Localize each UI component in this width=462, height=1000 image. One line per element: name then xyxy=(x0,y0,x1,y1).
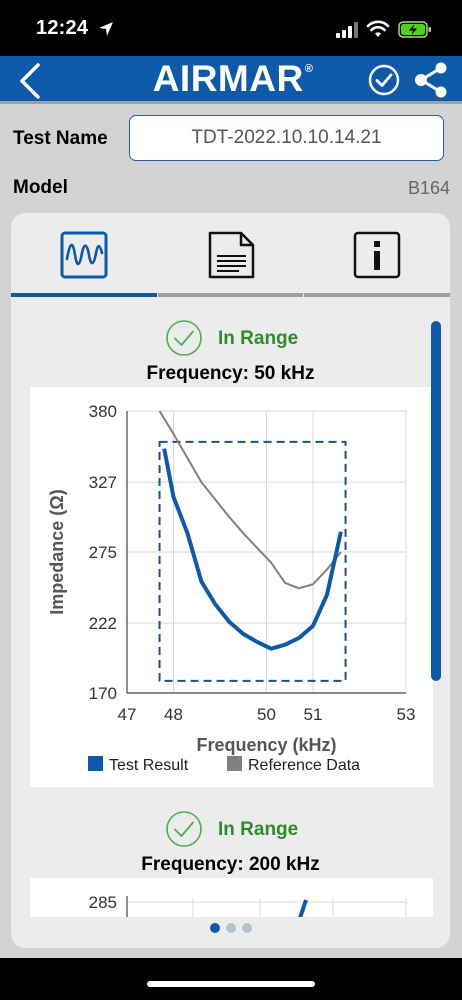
brand-name: AIRMAR xyxy=(152,58,304,99)
home-area xyxy=(0,958,462,1000)
registered-mark: ® xyxy=(304,63,314,75)
test-name-input[interactable]: TDT-2022.10.10.14.21 xyxy=(129,115,444,161)
brand-logo: AIRMAR® xyxy=(118,58,348,100)
results-card: In Range Frequency: 50 kHz 47 48 50 51 53 380… xyxy=(11,213,450,948)
status-bar: 12:24 xyxy=(0,0,462,56)
legend-label-test-result: Test Result xyxy=(109,757,189,774)
test-result-line xyxy=(162,448,343,651)
vertical-scrollbar[interactable] xyxy=(431,321,441,681)
x-axis-label: Frequency (kHz) xyxy=(196,735,336,755)
pass-window-box xyxy=(158,440,347,682)
model-value: B164 xyxy=(407,178,450,198)
tab-graph-underline xyxy=(11,293,157,297)
home-indicator[interactable] xyxy=(147,981,315,987)
tab-report[interactable] xyxy=(158,213,303,297)
info-icon xyxy=(353,231,401,279)
x-tick-label: 47 xyxy=(118,705,137,724)
model-label: Model xyxy=(13,177,68,198)
legend-swatch-reference xyxy=(227,756,242,771)
impedance-chart-50khz: 47 48 50 51 53 380 327 275 222 170 Frequency (kHz)… xyxy=(30,387,433,787)
y-tick-label: 327 xyxy=(89,473,117,492)
page-indicator xyxy=(11,918,450,938)
x-tick-label: 51 xyxy=(304,705,323,724)
location-arrow-icon xyxy=(99,22,113,36)
impedance-chart-200khz-svg: 285 xyxy=(89,893,407,917)
check-circle-icon[interactable] xyxy=(368,64,400,96)
x-tick-label: 53 xyxy=(397,705,416,724)
page-dot[interactable] xyxy=(225,923,236,933)
y-tick-label: 285 xyxy=(89,893,117,912)
nav-bar: AIRMAR® xyxy=(0,56,462,104)
x-tick-label: 50 xyxy=(257,705,276,724)
y-tick-label: 380 xyxy=(89,402,117,421)
tab-info[interactable] xyxy=(304,213,450,297)
back-chevron-icon[interactable] xyxy=(12,61,48,101)
wifi-icon xyxy=(366,20,390,37)
legend-label-reference: Reference Data xyxy=(248,757,360,774)
reference-data-line xyxy=(158,410,342,590)
y-tick-label: 222 xyxy=(89,614,117,633)
legend-swatch-test-result xyxy=(88,756,103,771)
tab-graph[interactable] xyxy=(11,213,157,297)
results-scroll-area[interactable]: In Range Frequency: 50 kHz 47 48 50 51 53 380… xyxy=(11,297,450,917)
in-range-label: In Range xyxy=(218,328,299,349)
section-2-frequency-title: Frequency: 200 kHz xyxy=(141,854,320,875)
tab-info-underline xyxy=(304,293,450,297)
y-tick-label: 275 xyxy=(89,543,117,562)
test-name-label: Test Name xyxy=(13,128,108,149)
page-dot[interactable] xyxy=(209,923,220,933)
impedance-chart-50khz-svg: 47 48 50 51 53 380 327 275 222 170 Frequency (kHz)… xyxy=(47,402,416,774)
check-circle-icon xyxy=(166,811,202,847)
waveform-icon xyxy=(60,231,108,279)
tab-report-underline xyxy=(158,293,303,297)
section-1-status: In Range xyxy=(11,319,450,359)
check-circle-icon xyxy=(166,320,202,356)
in-range-label: In Range xyxy=(218,819,299,840)
page-dot[interactable] xyxy=(241,923,252,933)
status-time: 12:24 xyxy=(36,17,89,39)
test-result-line xyxy=(298,899,308,917)
document-icon xyxy=(208,231,254,279)
section-2-status: In Range xyxy=(11,810,450,850)
y-axis-label: Impedance (Ω) xyxy=(47,489,67,614)
y-tick-label: 170 xyxy=(89,684,117,703)
battery-charging-icon xyxy=(398,21,431,38)
share-icon[interactable] xyxy=(412,62,450,98)
x-tick-label: 48 xyxy=(164,705,183,724)
impedance-chart-200khz: 285 xyxy=(30,878,433,917)
section-1-frequency-title: Frequency: 50 kHz xyxy=(146,363,315,384)
cellular-signal-icon xyxy=(336,22,358,38)
